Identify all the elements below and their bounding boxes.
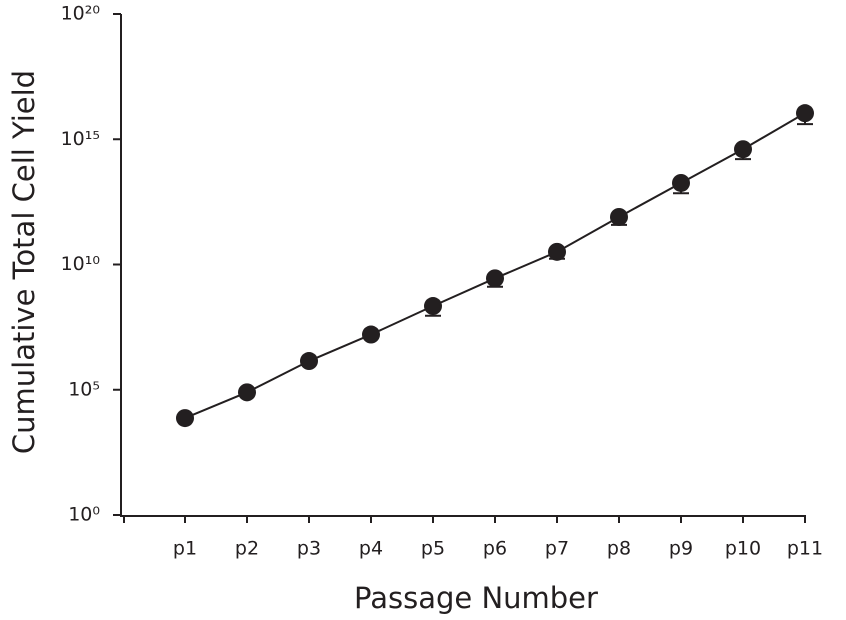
x-tick-label: p7 [545,538,569,560]
marker [796,104,814,123]
x-tick-label: p9 [669,538,693,560]
marker [362,325,380,344]
marker [176,409,194,428]
marker [424,297,442,316]
marker [734,140,752,159]
x-tick-label: p4 [359,538,383,560]
marker [300,352,318,371]
series-line [184,112,806,419]
x-tick-label: p10 [725,538,761,560]
marker [610,207,628,226]
x-tick-label: p3 [297,538,321,560]
y-tick-label: 10⁵ [68,378,100,400]
y-tick-label: 10¹⁵ [61,128,100,150]
marker [672,173,690,192]
x-tick-label: p2 [235,538,259,560]
y-tick-label: 10²⁰ [61,3,100,25]
x-tick-label: p6 [483,538,507,560]
x-tick-label: p5 [421,538,445,560]
x-tick-label: p11 [787,538,823,560]
x-tick-label: p1 [173,538,197,560]
marker [486,269,504,288]
y-axis-title: Cumulative Total Cell Yield [7,70,41,454]
y-tick-label: 10⁰ [68,504,100,526]
marker [548,242,566,261]
marker [238,383,256,402]
x-tick-label: p8 [607,538,631,560]
y-tick-label: 10¹⁰ [61,253,100,275]
x-axis-title: Passage Number [354,581,598,615]
